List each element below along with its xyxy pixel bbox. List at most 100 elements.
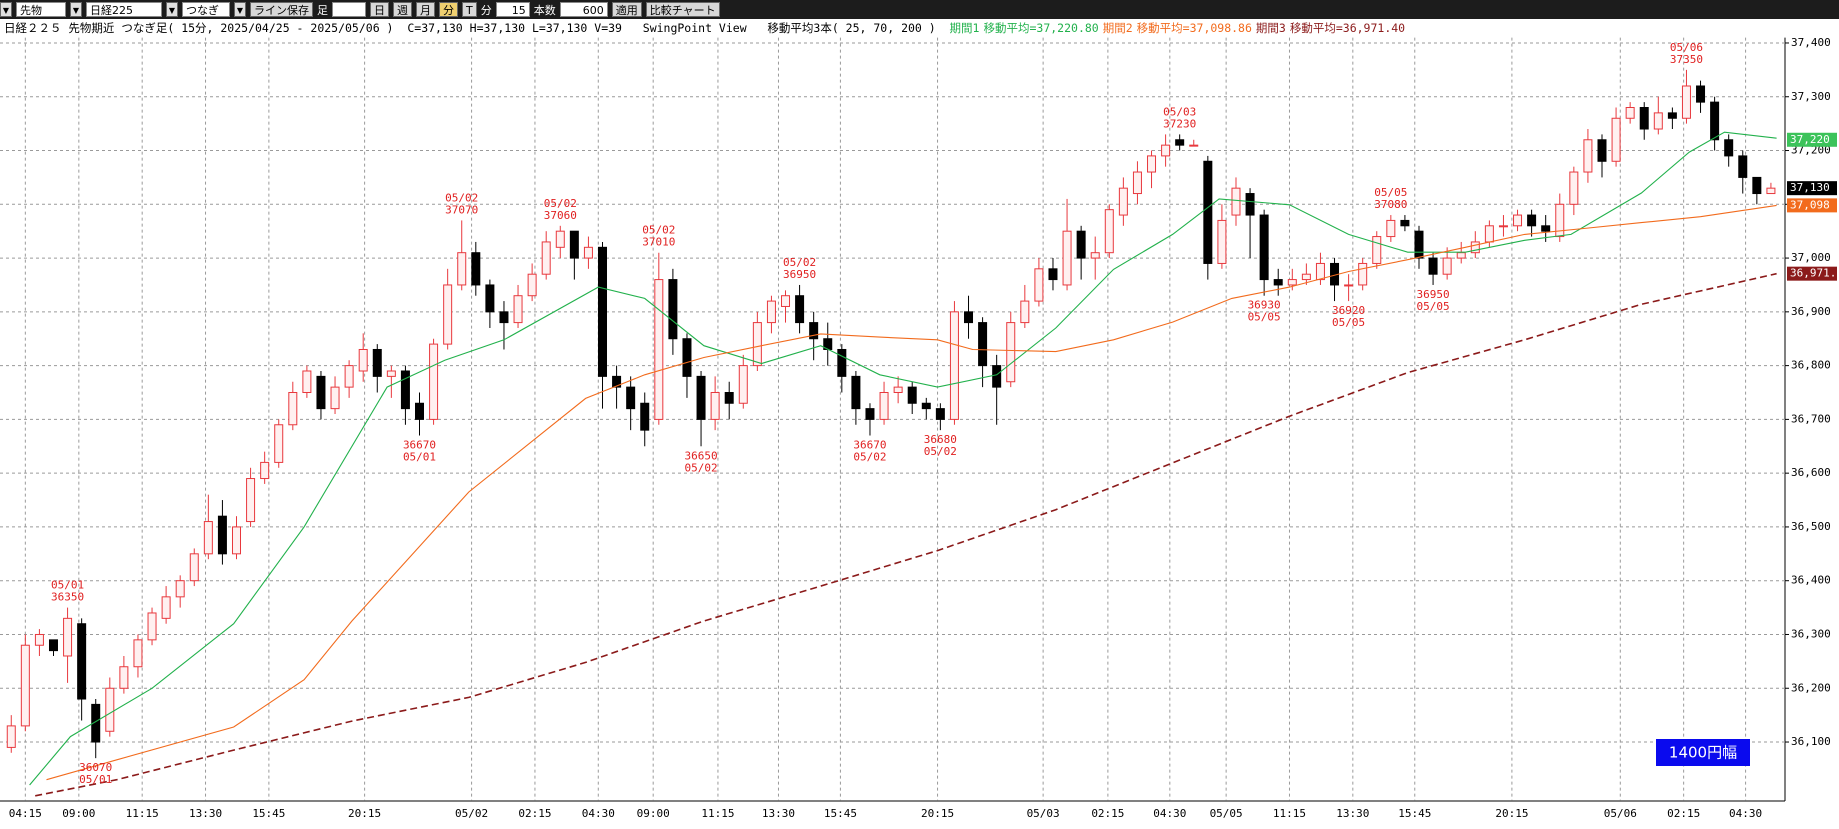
swing-date: 05/01 — [79, 773, 112, 786]
candle-body — [48, 639, 58, 652]
candle-body — [1386, 219, 1396, 238]
y-tick-label: 37,400 — [1791, 36, 1831, 49]
x-tick-label: 09:00 — [62, 807, 95, 820]
x-tick-label: 02:15 — [1091, 807, 1124, 820]
candle-body — [1527, 214, 1537, 227]
candle-body — [119, 666, 129, 689]
swing-price: 36950 — [783, 268, 816, 281]
product-select[interactable]: 先物 — [16, 2, 66, 17]
legend-value: 移動平均=37,098.86 — [1136, 21, 1252, 35]
period-button[interactable]: 月 — [416, 2, 435, 17]
candle-body — [20, 644, 30, 727]
candle-body — [302, 370, 312, 394]
y-tick-label: 36,700 — [1791, 412, 1831, 425]
candle-body — [1611, 117, 1621, 162]
apply-button[interactable]: 適用 — [611, 2, 642, 17]
candle-body — [1203, 160, 1213, 264]
candle-body — [1555, 203, 1565, 238]
candle-body — [175, 580, 185, 598]
swing-price: 36070 — [79, 761, 112, 774]
candle-body — [6, 725, 16, 748]
candle-body — [1006, 322, 1016, 383]
save-button[interactable]: ライン保存 — [250, 2, 313, 17]
candle-body — [147, 612, 157, 641]
candle-body — [1372, 236, 1382, 264]
x-tick-label: 05/05 — [1210, 807, 1243, 820]
candle-body — [316, 375, 326, 410]
x-tick-label: 02:15 — [1667, 807, 1700, 820]
swing-date: 05/05 — [1248, 311, 1281, 324]
x-tick-label: 15:45 — [824, 807, 857, 820]
candle-body — [1513, 214, 1523, 227]
candle-body — [893, 386, 903, 394]
candle-body — [541, 241, 551, 275]
candle-body — [1442, 257, 1452, 275]
price-label-box — [1787, 198, 1837, 213]
candle-body — [1315, 262, 1325, 281]
candle-body — [682, 338, 692, 377]
background — [0, 19, 1839, 829]
x-tick-label: 13:30 — [762, 807, 795, 820]
candle-body — [668, 279, 678, 340]
candle-body — [105, 687, 115, 732]
period-button[interactable]: 分 — [439, 2, 458, 17]
range-box — [1656, 739, 1750, 766]
candle-body — [457, 252, 467, 286]
candle-body — [710, 392, 720, 420]
y-tick-label: 36,100 — [1791, 735, 1831, 748]
candle-body — [949, 311, 959, 420]
candle-body — [1273, 279, 1283, 286]
dropdown[interactable]: ▼ — [166, 2, 178, 17]
candle-body — [598, 246, 608, 377]
candle-body — [358, 348, 368, 372]
legend-name: 期間2 — [1102, 21, 1133, 35]
candle-body — [921, 402, 931, 410]
candle-body — [612, 375, 622, 388]
y-tick-label: 36,900 — [1791, 305, 1831, 318]
count-input[interactable]: 600 — [559, 2, 608, 17]
bar-input[interactable] — [332, 2, 366, 17]
swing-price: 37060 — [544, 209, 577, 222]
candle-body — [274, 424, 284, 463]
period-button[interactable]: 週 — [393, 2, 412, 17]
candle-body — [569, 230, 579, 259]
price-label-box — [1787, 181, 1837, 196]
candle-body — [583, 246, 593, 259]
compare-button[interactable]: 比較チャート — [645, 2, 720, 17]
interval-input[interactable]: 15 — [495, 2, 530, 17]
candle-body — [1358, 262, 1368, 286]
x-tick-label: 05/06 — [1604, 807, 1637, 820]
y-tick-label: 36,800 — [1791, 359, 1831, 372]
candle-body — [1076, 230, 1086, 259]
candle-body — [1231, 187, 1241, 216]
period-button[interactable]: 日 — [370, 2, 389, 17]
period-button[interactable]: T — [462, 2, 477, 17]
menu-dropdown[interactable]: ▼ — [0, 2, 12, 17]
candle-body — [795, 295, 805, 324]
candle-body — [527, 273, 537, 297]
dropdown[interactable]: ▼ — [234, 2, 246, 17]
candle-body — [555, 230, 565, 248]
candle-body — [1161, 144, 1171, 157]
candle-body — [851, 375, 861, 410]
kind-select[interactable]: つなぎ足 — [182, 2, 230, 32]
candle-body — [809, 322, 819, 340]
candle-body — [1498, 225, 1508, 228]
swing-date: 05/02 — [544, 197, 577, 210]
swing-price: 36680 — [924, 433, 957, 446]
candle-body — [964, 311, 974, 324]
candle-body — [485, 284, 495, 313]
swing-price: 36350 — [51, 591, 84, 604]
candle-body — [696, 375, 706, 420]
dropdown[interactable]: ▼ — [70, 2, 82, 17]
candle-body — [1034, 268, 1044, 302]
candle-body — [260, 461, 270, 480]
candle-body — [992, 365, 1002, 388]
range-label: 1400円幅 — [1669, 744, 1737, 762]
candle-body — [400, 370, 410, 410]
candle-body — [781, 295, 791, 307]
y-tick-label: 36,200 — [1791, 681, 1831, 694]
bar-label: 足 — [317, 3, 328, 17]
index-select[interactable]: 日経225 — [86, 2, 162, 17]
swing-date: 05/02 — [642, 224, 675, 237]
